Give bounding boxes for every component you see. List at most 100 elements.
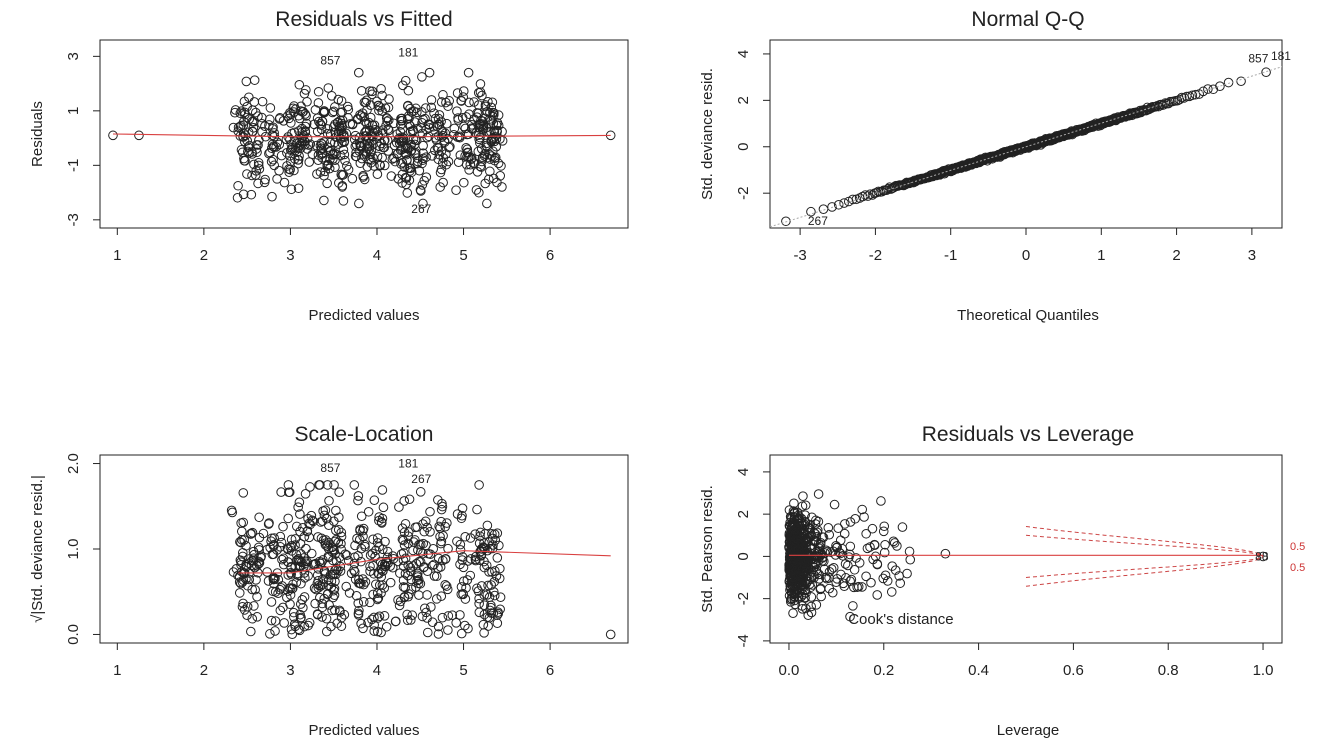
data-point bbox=[789, 588, 799, 599]
qq-reference-line bbox=[770, 66, 1282, 228]
data-point bbox=[355, 141, 366, 151]
data-point bbox=[283, 480, 294, 490]
data-point bbox=[407, 610, 418, 621]
data-point bbox=[443, 611, 454, 621]
data-point bbox=[437, 158, 448, 168]
data-point bbox=[431, 594, 442, 604]
data-point bbox=[493, 120, 504, 131]
data-point bbox=[249, 562, 260, 573]
data-point bbox=[324, 495, 334, 506]
data-point bbox=[371, 579, 381, 590]
data-point bbox=[325, 147, 336, 157]
data-point bbox=[800, 510, 810, 520]
y-tick-label: 0 bbox=[735, 143, 752, 151]
data-point bbox=[394, 600, 405, 611]
data-point bbox=[304, 532, 315, 543]
data-point bbox=[317, 116, 328, 127]
data-point bbox=[486, 600, 496, 611]
data-point bbox=[304, 157, 315, 167]
data-point bbox=[289, 165, 299, 176]
data-point bbox=[353, 67, 364, 78]
data-point bbox=[790, 599, 800, 610]
data-point bbox=[246, 189, 257, 200]
data-point bbox=[457, 555, 467, 565]
data-point bbox=[438, 177, 448, 188]
data-point bbox=[482, 198, 492, 209]
data-point bbox=[902, 568, 912, 579]
data-point bbox=[277, 554, 287, 565]
data-point bbox=[236, 106, 247, 116]
data-point bbox=[371, 545, 381, 556]
data-point bbox=[437, 612, 448, 623]
data-point bbox=[354, 574, 364, 585]
y-tick-label: 1 bbox=[65, 107, 82, 115]
data-point bbox=[872, 590, 883, 600]
data-point bbox=[406, 139, 416, 150]
data-point bbox=[398, 555, 409, 566]
data-point bbox=[878, 573, 889, 584]
data-point bbox=[820, 548, 830, 558]
data-point bbox=[382, 113, 392, 124]
point-id-label: 267 bbox=[808, 214, 828, 228]
data-point bbox=[485, 166, 495, 177]
data-point bbox=[890, 565, 901, 575]
cooks-contour-label: 0.5 bbox=[1290, 562, 1305, 574]
data-point bbox=[787, 513, 797, 524]
x-tick-label: 4 bbox=[373, 662, 381, 679]
data-point bbox=[273, 588, 283, 599]
data-point bbox=[302, 526, 313, 536]
y-tick-label: -2 bbox=[735, 187, 752, 200]
x-tick-label: 0 bbox=[1022, 247, 1030, 264]
data-point bbox=[290, 621, 300, 632]
data-point bbox=[361, 131, 372, 141]
data-point bbox=[790, 541, 801, 552]
data-point bbox=[329, 516, 339, 527]
data-point bbox=[286, 534, 297, 545]
data-point bbox=[284, 151, 295, 161]
data-point bbox=[356, 85, 367, 96]
data-point bbox=[882, 576, 893, 586]
data-point bbox=[822, 573, 832, 584]
x-tick-label: 0.8 bbox=[1158, 662, 1179, 679]
data-point bbox=[254, 545, 264, 555]
data-point bbox=[350, 540, 360, 551]
data-point bbox=[880, 539, 890, 550]
data-point bbox=[474, 555, 485, 566]
data-point bbox=[336, 531, 347, 542]
data-point bbox=[253, 160, 264, 171]
data-point bbox=[474, 480, 484, 490]
data-point bbox=[333, 94, 344, 105]
data-point bbox=[305, 482, 315, 492]
data-point bbox=[329, 480, 339, 490]
data-point bbox=[458, 177, 469, 188]
data-point bbox=[818, 532, 829, 543]
data-point bbox=[337, 122, 347, 132]
y-tick-label: -2 bbox=[735, 592, 752, 605]
data-point bbox=[848, 601, 858, 611]
data-point bbox=[495, 563, 505, 574]
data-point bbox=[250, 107, 261, 118]
point-id-label: 181 bbox=[1271, 49, 1291, 63]
data-point bbox=[401, 179, 411, 190]
data-point bbox=[417, 155, 428, 165]
data-point bbox=[785, 548, 795, 559]
data-point bbox=[487, 529, 497, 539]
data-point bbox=[854, 558, 865, 568]
data-point bbox=[285, 599, 295, 610]
data-point bbox=[336, 169, 347, 180]
data-point bbox=[402, 615, 413, 626]
data-point bbox=[436, 591, 447, 602]
data-point bbox=[276, 150, 287, 161]
data-point bbox=[255, 552, 266, 563]
data-point bbox=[288, 607, 299, 618]
data-point bbox=[839, 528, 850, 539]
data-point bbox=[242, 169, 252, 179]
data-point bbox=[427, 151, 438, 161]
data-point bbox=[318, 506, 328, 516]
data-point bbox=[289, 612, 299, 622]
data-point bbox=[366, 157, 376, 168]
data-point bbox=[804, 579, 815, 589]
data-point bbox=[897, 522, 908, 532]
data-point bbox=[358, 525, 368, 536]
data-point bbox=[412, 575, 422, 586]
